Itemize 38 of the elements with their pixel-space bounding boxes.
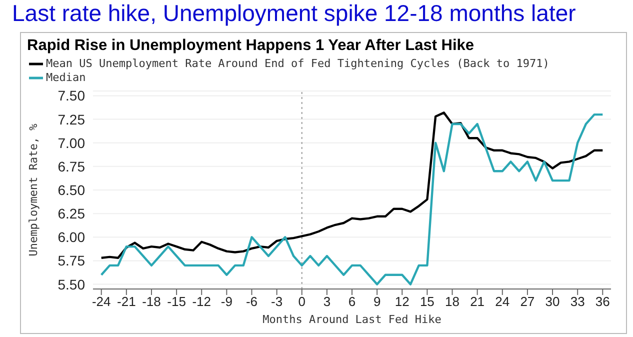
x-tick-label: 12 [394, 294, 410, 310]
y-tick-label: 7.00 [58, 134, 86, 151]
y-tick-label: 6.25 [58, 206, 86, 222]
y-tick-label: 7.50 [58, 88, 86, 104]
x-tick-label: -24 [92, 294, 111, 310]
x-tick-label: 30 [545, 294, 560, 310]
y-tick-label: 6.50 [58, 182, 86, 198]
x-tick-label: -12 [192, 294, 212, 310]
x-tick-label: 24 [495, 294, 510, 310]
x-axis-title: Months Around Last Fed Hike [262, 313, 442, 326]
x-tick-label: 6 [348, 294, 356, 310]
x-tick-label: 18 [445, 294, 460, 310]
x-tick-label: 15 [420, 294, 434, 310]
x-tick-label: 21 [470, 294, 485, 310]
y-tick-label: 6.00 [58, 229, 86, 246]
chart-title: Last rate hike, Unemployment spike 12-18 months later [12, 0, 576, 27]
legend-label: Mean US Unemployment Rate Around End of Fed Tightening Cycles (Back to 1971) [46, 57, 550, 71]
x-tick-label: -15 [167, 294, 186, 310]
line-series [100, 112, 604, 259]
y-axis-title: Unemployment Rate, % [26, 123, 40, 256]
y-tick-label: 6.75 [58, 158, 86, 174]
x-tick-label: -3 [271, 294, 283, 310]
x-tick-label: 36 [595, 294, 610, 310]
legend-label: Median [46, 71, 86, 85]
x-tick-label: 0 [298, 294, 306, 310]
x-tick-label: 27 [520, 294, 535, 310]
y-tick-label: 7.25 [58, 111, 86, 128]
x-tick-label: -21 [117, 294, 136, 310]
x-tick-label: 9 [373, 294, 381, 310]
x-tick-label: 3 [323, 294, 331, 310]
y-tick-label: 5.75 [58, 252, 86, 269]
chart-subtitle: Rapid Rise in Unemployment Happens 1 Year After Last Hike [27, 37, 474, 55]
x-tick-label: -6 [246, 294, 258, 310]
x-tick-label: -9 [220, 294, 232, 310]
line-series [100, 113, 604, 286]
x-tick-label: 33 [570, 294, 585, 310]
y-tick-label: 5.50 [58, 276, 86, 292]
x-tick-label: -18 [142, 294, 161, 310]
